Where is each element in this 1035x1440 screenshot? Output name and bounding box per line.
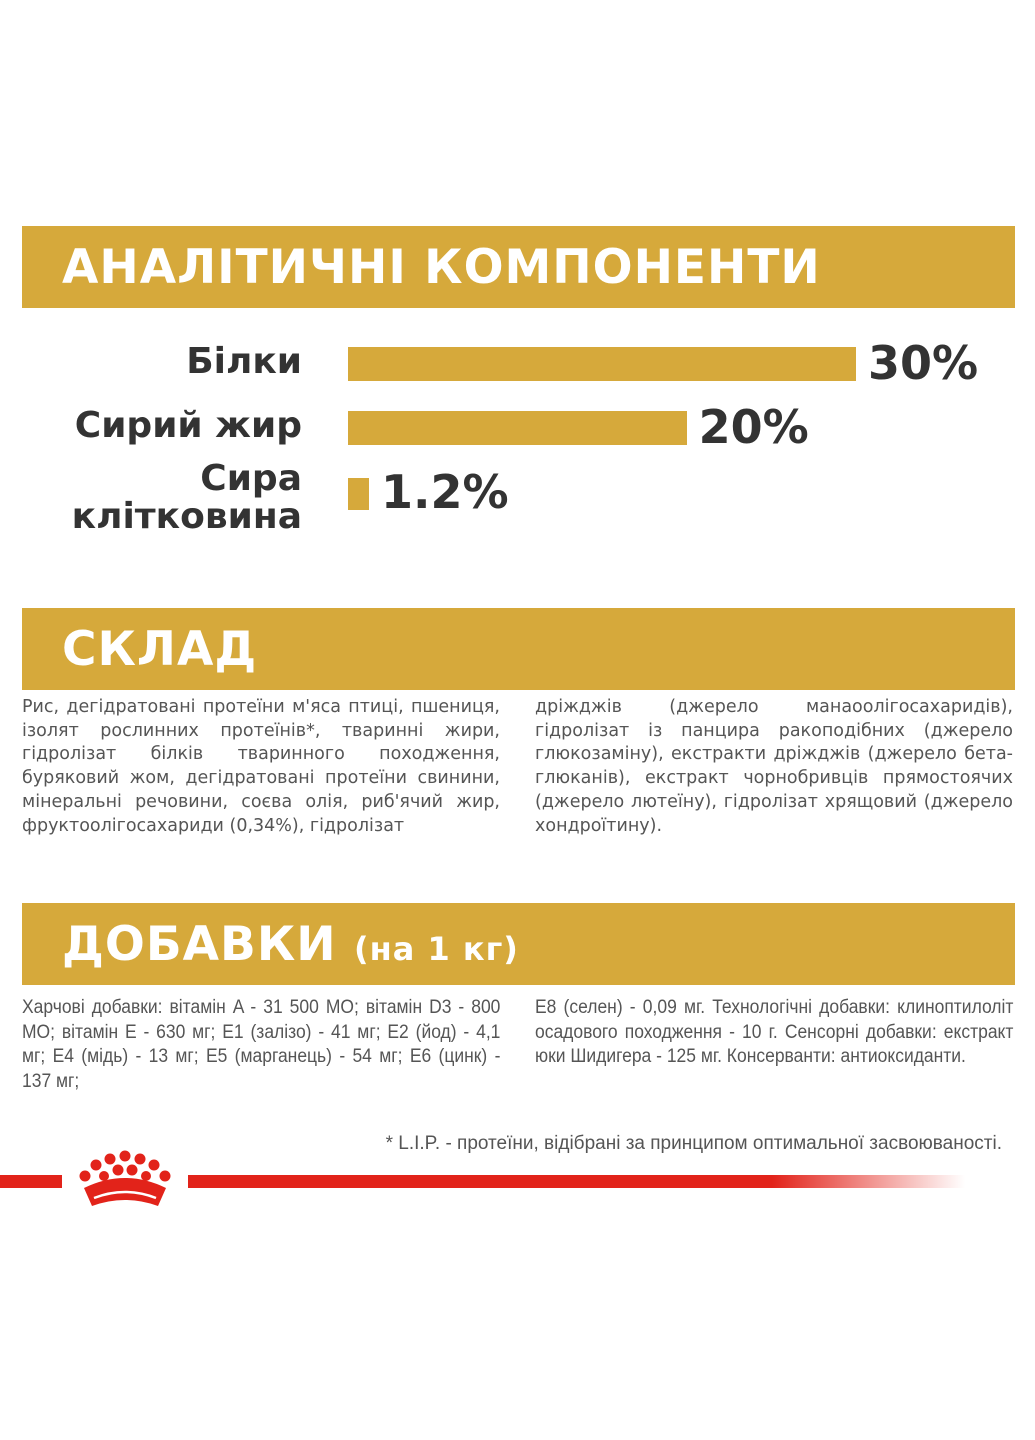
fiber-label: Сира клітковина bbox=[72, 460, 302, 536]
fiber-label-line1: Сира bbox=[200, 458, 302, 499]
protein-label: Білки bbox=[186, 341, 302, 382]
brand-red-line bbox=[0, 1175, 965, 1188]
fiber-label-line2: клітковина bbox=[71, 496, 302, 537]
additives-subtitle: (на 1 кг) bbox=[353, 930, 519, 968]
additives-header: ДОБАВКИ (на 1 кг) bbox=[22, 903, 1015, 985]
analytics-header: АНАЛІТИЧНІ КОМПОНЕНТИ bbox=[22, 226, 1015, 308]
additives-title-wrap: ДОБАВКИ (на 1 кг) bbox=[62, 917, 519, 972]
additives-text-col1: Харчові добавки: вітамін A - 31 500 МО; … bbox=[22, 997, 501, 1092]
footnote: * L.I.P. - протеїни, відібрані за принци… bbox=[385, 1133, 1002, 1154]
composition-title: СКЛАД bbox=[62, 622, 258, 677]
analytics-title: АНАЛІТИЧНІ КОМПОНЕНТИ bbox=[62, 240, 821, 295]
fat-value: 20% bbox=[698, 400, 809, 454]
additives-title: ДОБАВКИ bbox=[62, 917, 337, 972]
additives-text-col2: E8 (селен) - 0,09 мг. Технологічні добав… bbox=[535, 997, 1014, 1067]
crown-logo-icon bbox=[62, 1148, 188, 1212]
fiber-value: 1.2% bbox=[381, 465, 509, 519]
composition-text-col1: Рис, дегідратовані протеїни м'яса птиці,… bbox=[22, 697, 500, 836]
protein-value: 30% bbox=[868, 336, 979, 390]
composition-text-col2: дріжджів (джерело манаоолігосахаридів), … bbox=[535, 697, 1013, 836]
fat-label: Сирий жир bbox=[74, 405, 302, 446]
fiber-bar bbox=[348, 478, 369, 510]
protein-bar bbox=[348, 347, 856, 381]
fat-bar bbox=[348, 411, 687, 445]
composition-header: СКЛАД bbox=[22, 608, 1015, 690]
